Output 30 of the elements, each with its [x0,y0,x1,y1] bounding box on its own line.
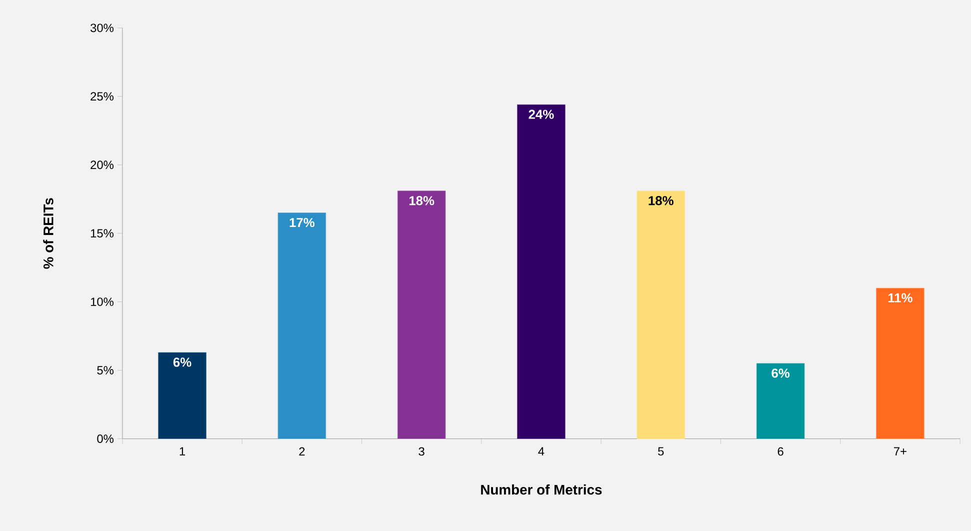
bar [876,288,924,439]
data-label: 18% [409,196,434,205]
data-label: 17% [290,218,314,227]
bar [517,104,566,439]
x-tick-label: 5 [658,447,664,456]
y-tick-label: 30% [90,23,114,32]
x-tick-label: 2 [299,447,305,456]
y-axis-title: % of REITs [43,198,54,269]
x-tick-label: 4 [538,447,544,456]
y-tick-label: 5% [97,366,114,374]
data-label: 6% [772,368,790,378]
x-tick-label: 3 [418,447,424,456]
y-tick-label: 25% [90,92,114,100]
bar [278,212,326,439]
bar [158,352,206,439]
y-tick-label: 15% [90,228,114,238]
bar [756,362,805,439]
x-tick-label: 7+ [894,447,906,456]
x-tick-label: 6 [778,447,784,456]
data-label: 6% [173,357,192,367]
bar [397,190,446,439]
data-label: 11% [888,293,912,302]
y-tick-label: 10% [90,297,114,306]
data-label: 18% [648,196,674,205]
y-tick-label: 0% [97,434,114,443]
bar [636,190,686,439]
x-axis-title: Number of Metrics [481,484,602,494]
data-label: 24% [528,110,554,119]
x-tick-label: 1 [180,447,185,456]
y-tick-label: 20% [90,160,114,169]
